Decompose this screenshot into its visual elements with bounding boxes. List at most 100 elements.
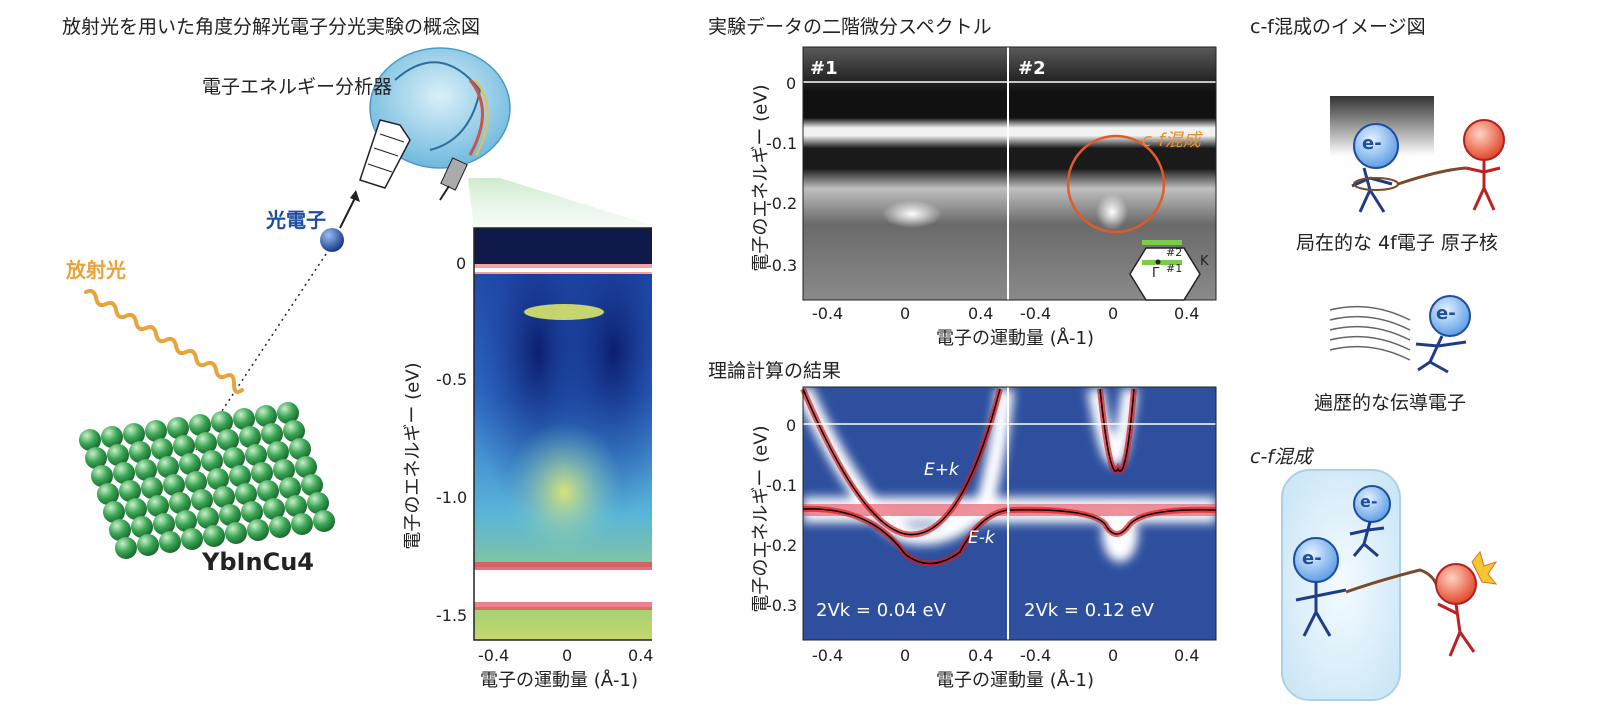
arpes-x-tick-0: -0.4: [478, 646, 510, 665]
atom-sphere: [163, 474, 185, 496]
e-plus-label: E+k: [924, 460, 959, 480]
atom-sphere: [173, 435, 195, 457]
atom-sphere: [175, 510, 197, 532]
atom-sphere: [103, 501, 125, 523]
atom-sphere: [219, 504, 241, 526]
vk-left-label: 2Vk = 0.04 eV: [816, 600, 946, 621]
atom-sphere: [129, 441, 151, 463]
panel1-tag: #1: [810, 58, 838, 79]
exp-y-label: 電子のエネルギー (eV): [750, 84, 772, 272]
bz-label-p2: #2: [1166, 246, 1183, 259]
atom-sphere: [211, 411, 233, 433]
atom-sphere: [123, 423, 145, 445]
cf-illustration: [1281, 96, 1505, 701]
radiation-wave: [84, 288, 244, 394]
localized-f-electron-scene: [1330, 96, 1505, 213]
experiment-spectrum: [802, 46, 1217, 301]
atom-sphere: [217, 429, 239, 451]
electron-symbol-4: e-: [1360, 492, 1378, 511]
atom-sphere: [307, 492, 329, 514]
atom-sphere: [277, 402, 299, 424]
exp-x-tick-1: 0: [900, 304, 911, 323]
atom-sphere: [295, 456, 317, 478]
cf-hybrid-heading: c-f混成: [1250, 446, 1312, 468]
atom-sphere: [269, 516, 291, 538]
atom-sphere: [251, 462, 273, 484]
atom-sphere: [145, 420, 167, 442]
exp-y-tick-2: -0.2: [766, 194, 798, 213]
theory-x-label: 電子の運動量 (Å-1): [936, 670, 1095, 691]
atom-sphere: [181, 528, 203, 550]
electron-symbol-2: e-: [1436, 303, 1456, 324]
arpes-schematic: [79, 47, 660, 559]
atom-sphere: [115, 537, 137, 559]
atom-sphere: [185, 471, 207, 493]
atom-sphere: [91, 465, 113, 487]
atom-sphere: [261, 423, 283, 445]
atom-sphere: [153, 513, 175, 535]
arpes-y-tick-3: -1.5: [436, 606, 468, 625]
atom-sphere: [97, 483, 119, 505]
atom-sphere: [167, 417, 189, 439]
atom-sphere: [291, 513, 313, 535]
caption-localized: 局在的な 4f電子 原子核: [1296, 232, 1498, 254]
bz-label-p1: #1: [1166, 262, 1183, 275]
exp-x-label: 電子の運動量 (Å-1): [936, 328, 1095, 349]
atom-sphere: [101, 426, 123, 448]
arpes-x-tick-2: 0.4: [628, 646, 654, 665]
atom-sphere: [191, 489, 213, 511]
atom-sphere: [223, 447, 245, 469]
theory-y-tick-1: -0.1: [766, 476, 798, 495]
exp-y-tick-1: -0.1: [766, 134, 798, 153]
radiation-label: 放射光: [66, 258, 126, 282]
atom-sphere: [257, 480, 279, 502]
atom-sphere: [229, 465, 251, 487]
photoelectron-label: 光電子: [266, 208, 326, 232]
atom-sphere: [85, 447, 107, 469]
cf-hybrid-label: c-f混成: [1142, 130, 1201, 151]
exp-x-tick-3: -0.4: [1020, 304, 1052, 323]
atom-sphere: [107, 444, 129, 466]
vk-right-label: 2Vk = 0.12 eV: [1024, 600, 1154, 621]
electron-symbol-3: e-: [1302, 548, 1322, 569]
atom-sphere: [195, 432, 217, 454]
theory-x-tick-4: 0: [1108, 646, 1119, 665]
atom-sphere: [247, 519, 269, 541]
atom-sphere: [267, 441, 289, 463]
panel2-tag: #2: [1018, 58, 1046, 79]
theory-title: 理論計算の結果: [708, 360, 842, 382]
exp-x-tick-2: 0.4: [968, 304, 994, 323]
atom-sphere: [159, 531, 181, 553]
atom-sphere: [301, 474, 323, 496]
atom-sphere: [273, 459, 295, 481]
atom-sphere: [245, 444, 267, 466]
brillouin-zone-icon: [1129, 240, 1201, 301]
theory-x-tick-0: -0.4: [812, 646, 844, 665]
atom-sphere: [239, 426, 261, 448]
atom-sphere: [279, 477, 301, 499]
atom-sphere: [285, 495, 307, 517]
arpes-x-tick-1: 0: [562, 646, 573, 665]
projection-fan: [468, 178, 660, 228]
cf-circle: [1066, 134, 1166, 234]
atom-sphere: [109, 519, 131, 541]
atom-sphere: [197, 507, 219, 529]
atom-sphere: [131, 516, 153, 538]
right-title: c-f混成のイメージ図: [1250, 16, 1426, 38]
bz-label-gamma: Γ: [1152, 266, 1160, 281]
atom-sphere: [189, 414, 211, 436]
atom-sphere: [157, 456, 179, 478]
theory-y-tick-2: -0.2: [766, 536, 798, 555]
photoelectron-arrow: [339, 195, 357, 229]
exp-title: 実験データの二階微分スペクトル: [708, 16, 992, 38]
atom-sphere: [169, 492, 191, 514]
atom-sphere: [263, 498, 285, 520]
atom-sphere: [147, 495, 169, 517]
atom-sphere: [289, 438, 311, 460]
atom-sphere: [235, 483, 257, 505]
theory-y-tick-3: -0.3: [766, 596, 798, 615]
atom-sphere: [213, 486, 235, 508]
theory-x-tick-2: 0.4: [968, 646, 994, 665]
arpes-y-tick-0: 0: [456, 254, 467, 273]
atom-sphere: [201, 450, 223, 472]
